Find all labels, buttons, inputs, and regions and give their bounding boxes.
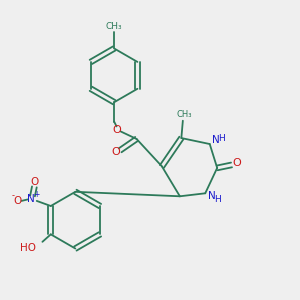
- Text: O: O: [13, 196, 21, 206]
- Text: O: O: [111, 147, 120, 157]
- Text: O: O: [30, 177, 38, 187]
- Text: O: O: [113, 125, 122, 135]
- Text: N: N: [212, 135, 220, 146]
- Text: +: +: [33, 190, 39, 199]
- Text: -: -: [12, 191, 15, 200]
- Text: CH₃: CH₃: [177, 110, 192, 119]
- Text: HO: HO: [20, 243, 36, 253]
- Text: H: H: [218, 134, 225, 142]
- Text: N: N: [208, 191, 216, 201]
- Text: CH₃: CH₃: [106, 22, 122, 31]
- Text: O: O: [232, 158, 241, 168]
- Text: H: H: [214, 195, 220, 204]
- Text: N: N: [28, 194, 35, 204]
